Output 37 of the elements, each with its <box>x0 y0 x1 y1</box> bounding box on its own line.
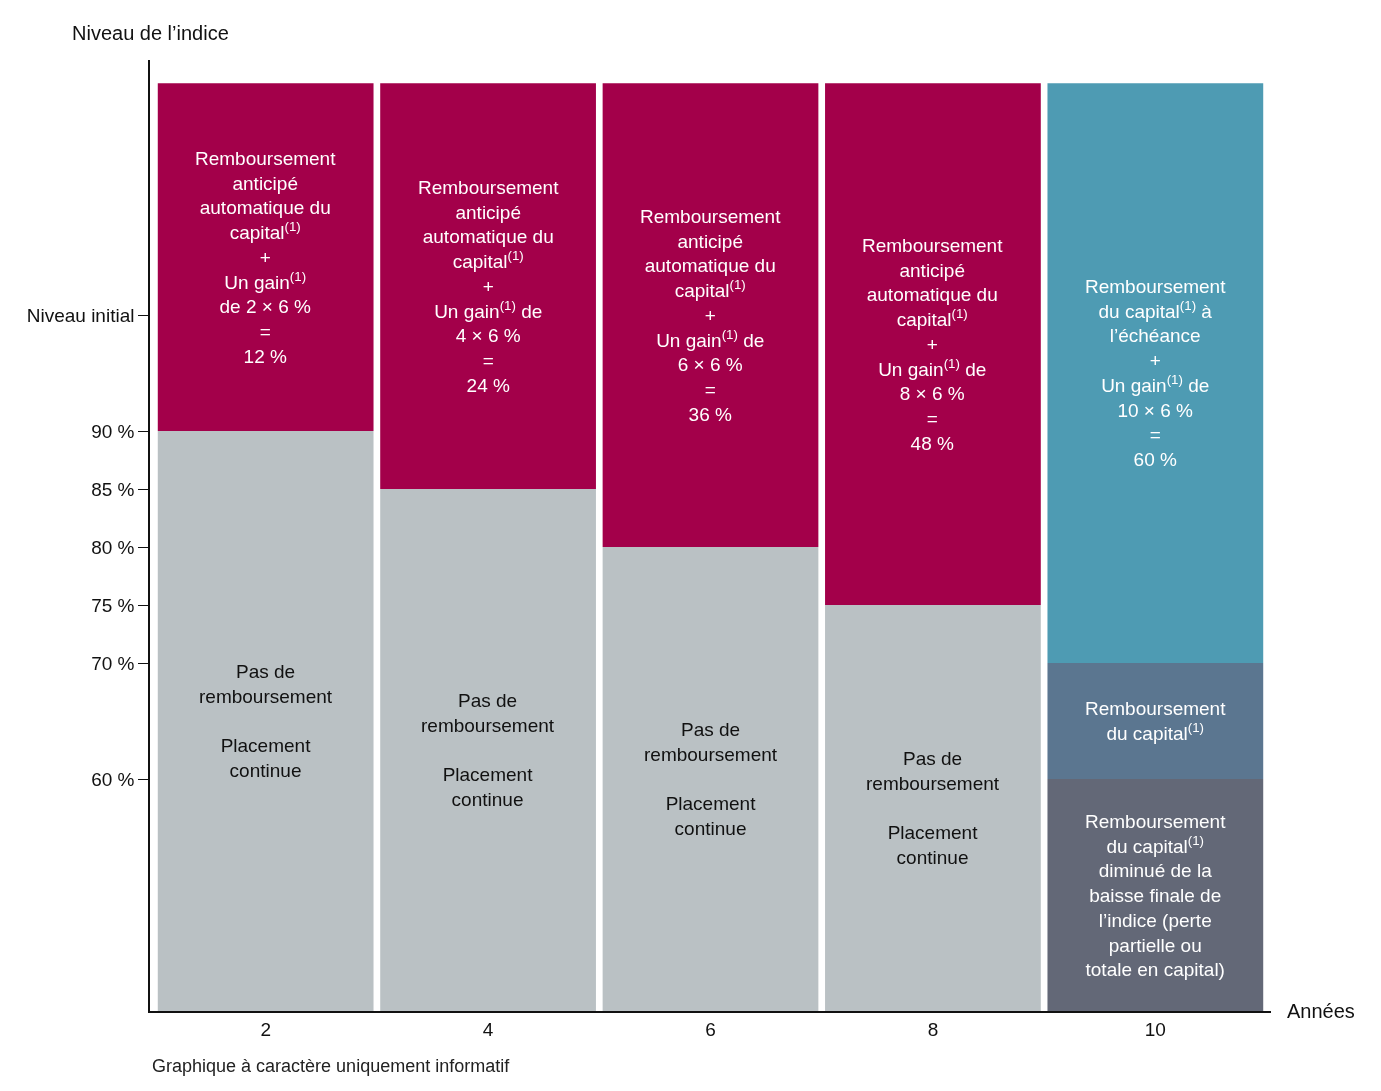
text: Pas de remboursement Placement continue <box>199 661 333 781</box>
y-tick-label: 90 % <box>91 420 135 442</box>
y-tick-label: Niveau initial <box>26 304 135 326</box>
text: Pas de remboursement Placement continue <box>644 719 778 839</box>
x-tick-label: 4 <box>482 1018 494 1040</box>
bar <box>1047 83 1264 664</box>
y-tick-label: 85 % <box>91 478 135 500</box>
bar <box>380 489 596 1011</box>
text: Remboursement anticipé automatique du capital$^{(1)}$ + Un gain$^{(1)}$ de 4 × 6 % = 24 % <box>418 177 559 396</box>
annotation: Remboursement du capital$^{(1)}$ diminué de la baisse finale de l’indice (perte partielle ou totale en capital) <box>1085 811 1227 981</box>
text: Remboursement du capital$^{(1)}$ à l’échéance + Un gain$^{(1)}$ de 10 × 6 % = 60 % <box>1085 276 1226 470</box>
x-tick-label: 2 <box>260 1018 271 1040</box>
text: Pas de remboursement Placement continue <box>421 690 555 810</box>
bar <box>1047 779 1264 1011</box>
bar <box>825 605 1041 1011</box>
y-tick-label: 60 % <box>91 768 135 790</box>
x-tick-label: 8 <box>927 1018 939 1040</box>
x-tick-label: 6 <box>705 1018 716 1040</box>
bar <box>380 83 596 490</box>
x-tick-label: 10 <box>1144 1018 1166 1040</box>
text: Remboursement anticipé automatique du capital$^{(1)}$ + Un gain$^{(1)}$ de 8 × 6 % = 48 % <box>862 235 1003 454</box>
bar <box>1047 663 1264 780</box>
x-axis-title: Années <box>1287 1000 1355 1022</box>
annotation: Remboursement du capital$^{(1)}$ <box>1085 698 1227 744</box>
text: Remboursement anticipé automatique du capital$^{(1)}$ + Un gain$^{(1)}$ de 6 × 6 % = 36 % <box>640 206 781 425</box>
bar <box>825 83 1041 606</box>
bar <box>602 547 819 1011</box>
text: Remboursement anticipé automatique du capital$^{(1)}$ + Un gain$^{(1)}$ de 2 × 6 % = 12 % <box>195 148 336 367</box>
y-tick-label: 70 % <box>91 652 135 674</box>
bar <box>157 431 374 1011</box>
bar <box>602 83 819 548</box>
text: Graphique à caractère uniquement informatif <box>152 1056 511 1076</box>
text: Pas de remboursement Placement continue <box>866 748 1000 868</box>
y-tick-label: 80 % <box>91 536 135 558</box>
y-axis-title: Niveau de l’indice <box>72 22 229 44</box>
y-tick-label: 75 % <box>91 594 135 616</box>
bar <box>157 83 374 432</box>
